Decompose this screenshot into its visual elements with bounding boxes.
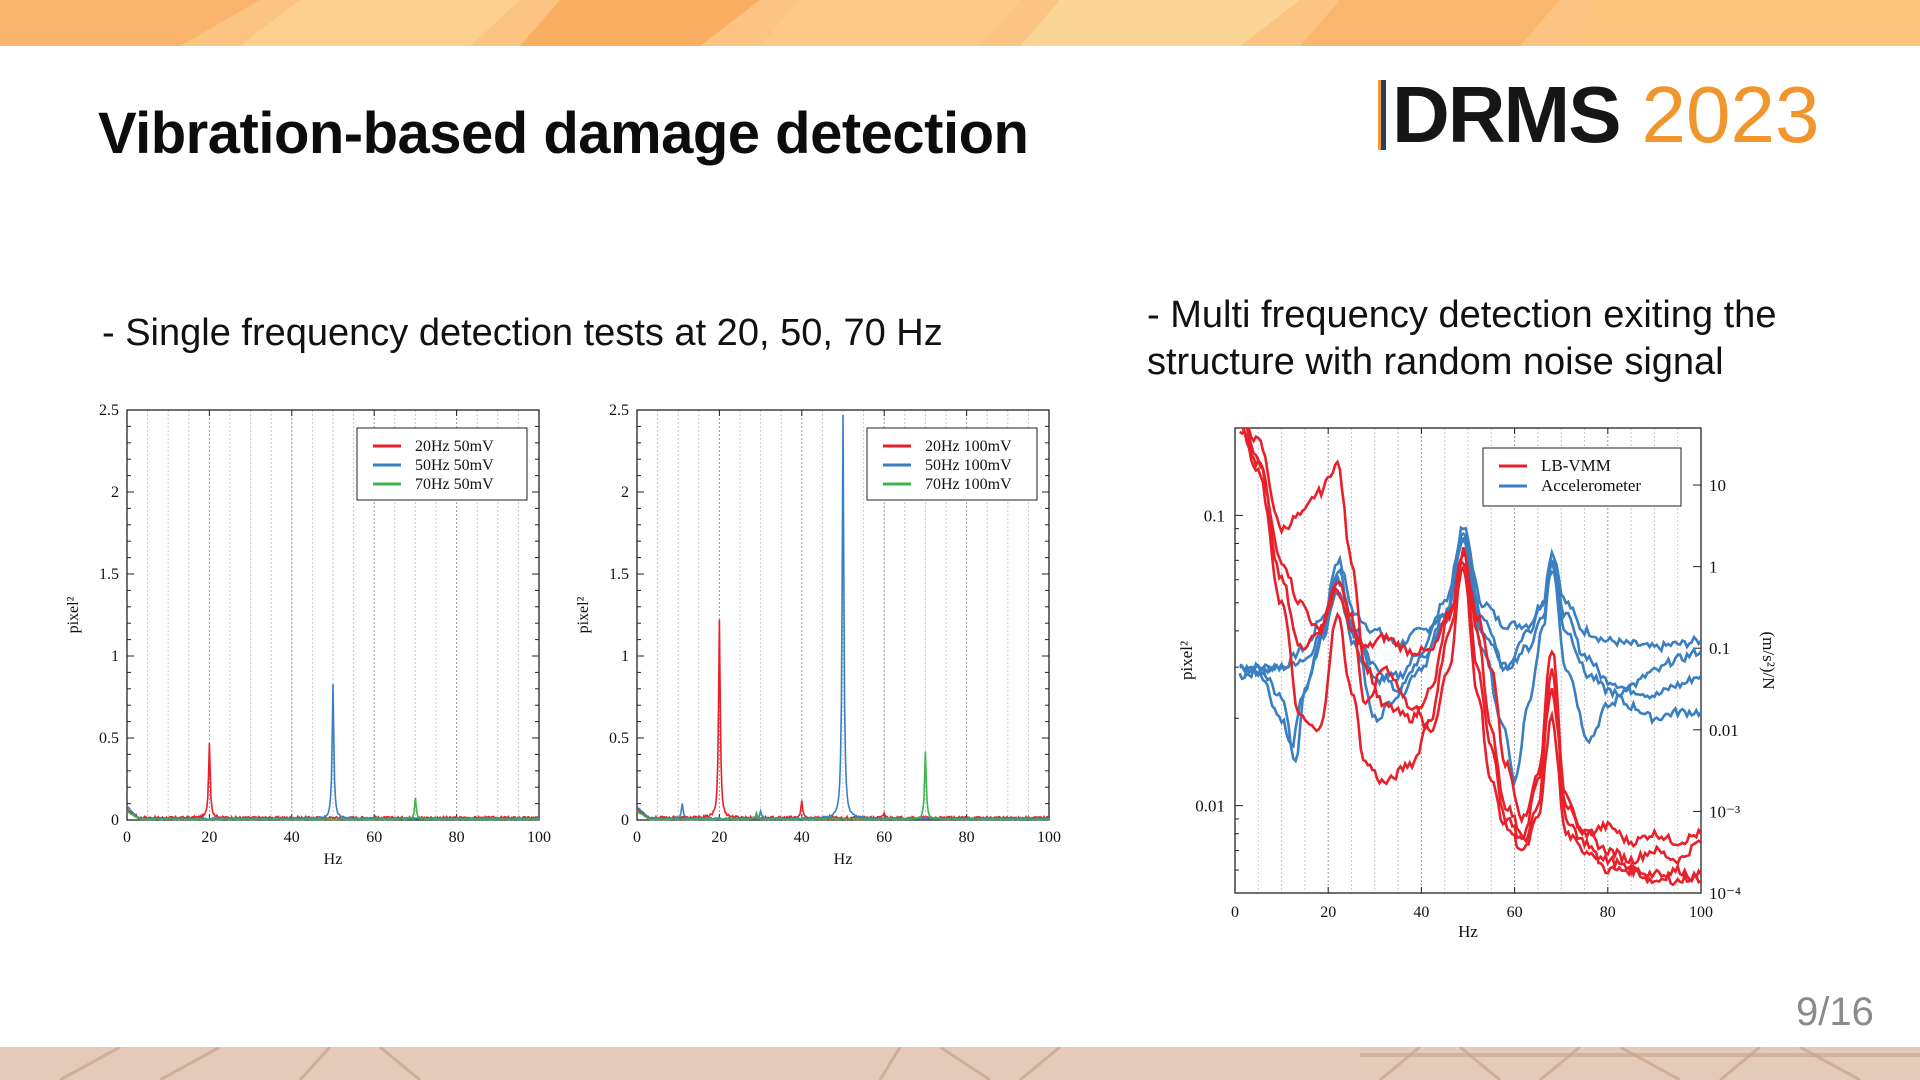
series-line-LB-VMM-3 (1245, 428, 1701, 885)
legend-label: 20Hz 100mV (925, 438, 1012, 455)
x-tick-label: 20 (201, 829, 217, 846)
logo-accent-bar (1378, 80, 1386, 150)
y-tick-label: 2.5 (609, 402, 629, 419)
y-axis-label: pixel² (575, 596, 592, 633)
series-line-Accelerometer-3 (1239, 536, 1701, 787)
x-axis-label: Hz (324, 851, 343, 868)
x-tick-label: 0 (1231, 904, 1239, 921)
y-tick-label: 0.01 (1195, 797, 1225, 816)
x-tick-label: 20 (1320, 904, 1336, 921)
y2-tick-label: 10⁻³ (1709, 802, 1740, 821)
x-tick-label: 60 (366, 829, 382, 846)
y2-tick-label: 10⁻⁴ (1709, 884, 1741, 903)
x-tick-label: 0 (123, 829, 131, 846)
y2-axis-label: (m/s²)/N (1759, 632, 1778, 690)
x-tick-label: 60 (876, 829, 892, 846)
legend-label: 50Hz 50mV (415, 457, 494, 474)
slide-title: Vibration-based damage detection (98, 101, 1029, 166)
y-tick-label: 1.5 (99, 566, 119, 583)
x-axis-label: Hz (1458, 922, 1478, 940)
y-tick-label: 2 (111, 484, 119, 501)
legend-label: LB-VMM (1541, 456, 1611, 475)
y2-tick-label: 0.01 (1709, 721, 1739, 740)
y-tick-label: 0 (621, 812, 629, 829)
y-axis-label: pixel² (1177, 641, 1196, 680)
y2-tick-label: 1 (1709, 558, 1718, 577)
x-tick-label: 80 (959, 829, 975, 846)
x-tick-label: 100 (527, 829, 551, 846)
bullet-single-frequency: - Single frequency detection tests at 20… (102, 312, 943, 354)
y-tick-label: 1 (621, 648, 629, 665)
footer-decor-band (0, 1047, 1920, 1080)
series-line-70Hz-50mV (126, 797, 540, 821)
y-tick-label: 0.5 (99, 730, 119, 747)
bullet-multi-frequency: - Multi frequency detection exiting the … (1147, 294, 1777, 383)
y-tick-label: 2.5 (99, 402, 119, 419)
legend-label: 70Hz 50mV (415, 476, 494, 493)
series-line-Accelerometer-4 (1238, 533, 1701, 764)
x-tick-label: 20 (711, 829, 727, 846)
legend-label: 70Hz 100mV (925, 476, 1012, 493)
x-tick-label: 0 (633, 829, 641, 846)
legend-label: Accelerometer (1541, 476, 1641, 495)
y2-tick-label: 0.1 (1709, 639, 1730, 658)
plot-frame (636, 409, 1050, 821)
header-decor-band (0, 0, 1920, 46)
x-tick-label: 100 (1689, 904, 1713, 921)
x-tick-label: 80 (449, 829, 465, 846)
logo-year: 2023 (1641, 70, 1820, 159)
x-tick-label: 40 (794, 829, 810, 846)
y-axis-label: pixel² (65, 596, 82, 633)
footer-decor-graphic (0, 1047, 1920, 1080)
chart-single-100mv: 0 20 40 60 80 100 0 0.5 1 1.5 2 2.5 Hz pixel² 20Hz 100… (575, 402, 1061, 868)
y-tick-label: 2 (621, 484, 629, 501)
y2-tick-label: 10 (1709, 476, 1726, 495)
y-tick-label: 0.1 (1204, 506, 1225, 525)
series-line-LB-VMM-4 (1238, 428, 1701, 887)
x-axis-label: Hz (834, 851, 853, 868)
plot-frame (1234, 427, 1702, 894)
legend-label: 50Hz 100mV (925, 457, 1012, 474)
page-number: 9/16 (1796, 990, 1874, 1034)
conference-logo: DRMS 2023 (1378, 70, 1820, 160)
chart-multi-frequency: 0 20 40 60 80 100 0.1 0.01 10 1 0.1 0.01 10⁻³ 10⁻⁴ Hz p… (1177, 427, 1778, 940)
logo-word: DRMS (1392, 70, 1622, 159)
legend-label: 20Hz 50mV (415, 438, 494, 455)
y-tick-label: 1.5 (609, 566, 629, 583)
x-tick-label: 40 (284, 829, 300, 846)
x-tick-label: 100 (1037, 829, 1061, 846)
legend-box (1482, 447, 1682, 507)
x-tick-label: 40 (1413, 904, 1429, 921)
x-tick-label: 80 (1600, 904, 1616, 921)
chart-single-50mv: 0 20 40 60 80 100 0 0.5 1 1.5 2 2.5 Hz pixel² 20Hz 50m… (65, 402, 551, 868)
series-line-70Hz-100mV (637, 751, 1050, 821)
y-tick-label: 1 (111, 648, 119, 665)
series-line-LB-VMM-2 (1239, 428, 1701, 866)
x-tick-label: 60 (1507, 904, 1523, 921)
header-decor-graphic (0, 0, 1920, 46)
y-tick-label: 0 (111, 812, 119, 829)
y-tick-label: 0.5 (609, 730, 629, 747)
